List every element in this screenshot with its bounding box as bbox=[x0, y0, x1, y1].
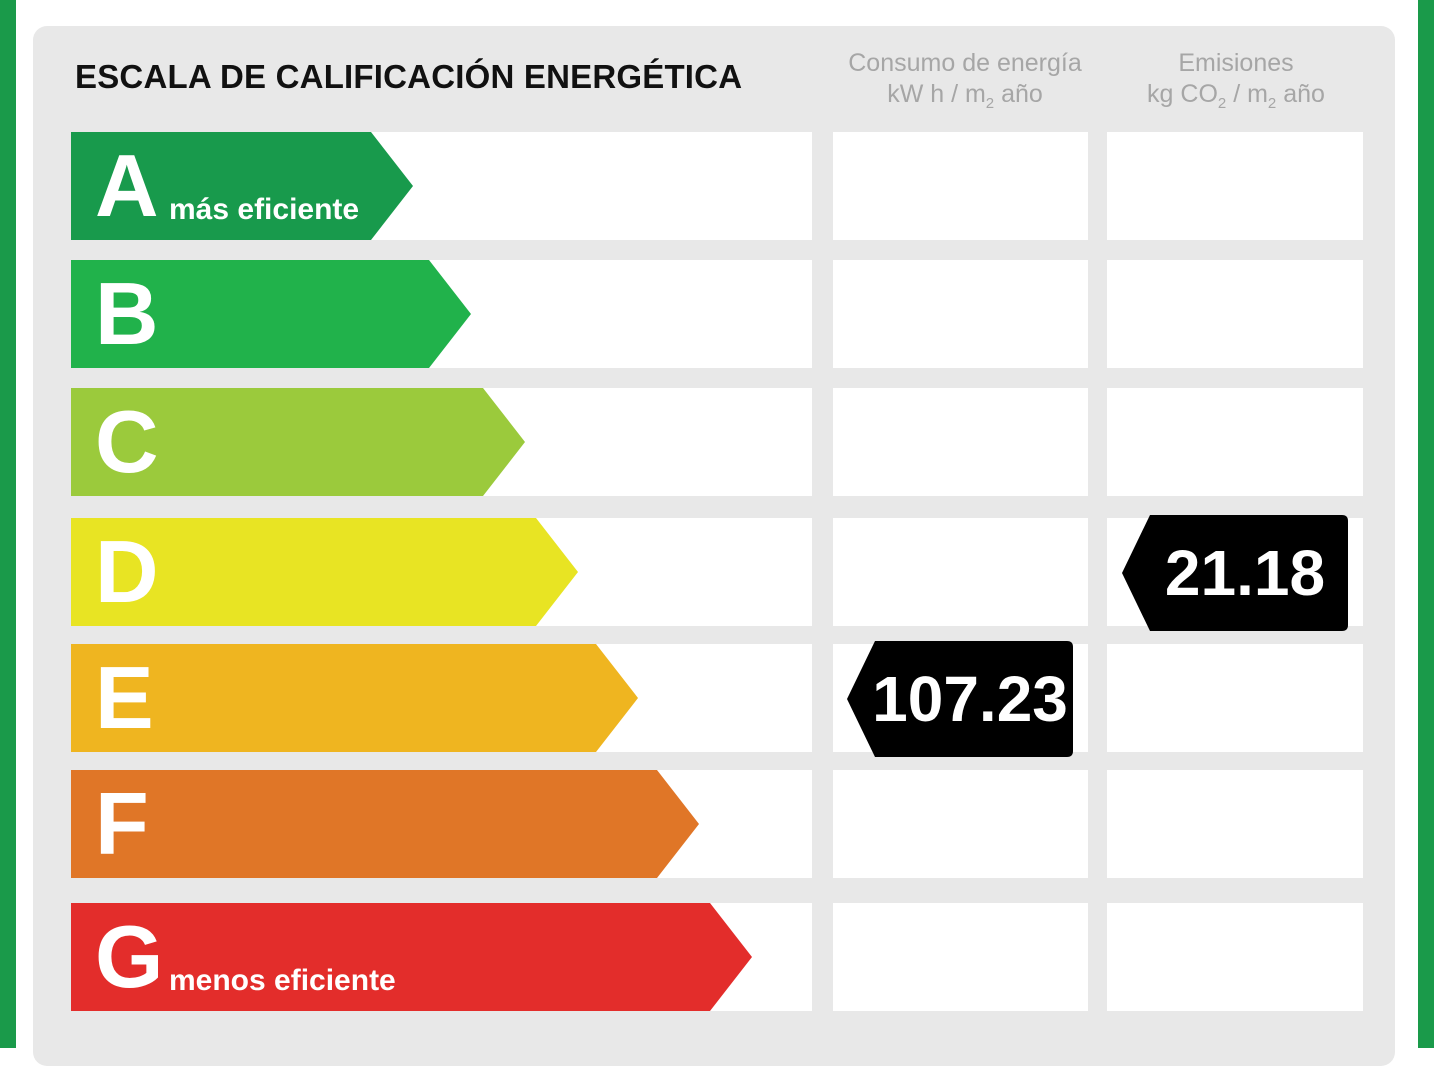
rating-arrow-c: C bbox=[71, 388, 525, 496]
rating-letter-f: F bbox=[95, 774, 149, 873]
rating-letter-b: B bbox=[95, 264, 159, 363]
energy-cell-c bbox=[833, 388, 1088, 496]
rating-arrow-shape-a bbox=[71, 132, 413, 240]
rating-arrow-d: D bbox=[71, 518, 578, 626]
rating-arrow-shape-c bbox=[71, 388, 525, 496]
energy-cell-f bbox=[833, 770, 1088, 878]
emissions-cell-f bbox=[1107, 770, 1363, 878]
energy-cell-a bbox=[833, 132, 1088, 240]
energy-cell-g bbox=[833, 903, 1088, 1011]
energy-column-name: Consumo de energía bbox=[848, 49, 1082, 77]
label-title: ESCALA DE CALIFICACIÓN ENERGÉTICA bbox=[75, 58, 743, 95]
rating-letter-g: G bbox=[95, 907, 164, 1006]
emissions-value-marker: 21.18 bbox=[1122, 515, 1348, 631]
right-border bbox=[1418, 0, 1434, 1048]
emissions-column-name: Emisiones bbox=[1178, 49, 1294, 77]
rating-note-g: menos eficiente bbox=[169, 964, 396, 997]
energy-cell-b bbox=[833, 260, 1088, 368]
energy-cell-d bbox=[833, 518, 1088, 626]
rating-arrow-shape-e bbox=[71, 644, 638, 752]
emissions-cell-a bbox=[1107, 132, 1363, 240]
emissions-column-header: Emisiones kg CO2 / m2 año bbox=[1106, 48, 1366, 112]
emissions-marker-shape bbox=[1122, 515, 1348, 631]
rating-arrow-shape-b bbox=[71, 260, 471, 368]
rating-letter-d: D bbox=[95, 522, 159, 621]
rating-note-a: más eficiente bbox=[169, 193, 360, 226]
rating-arrow-f: F bbox=[71, 770, 699, 878]
rating-arrow-e: E bbox=[71, 644, 638, 752]
rating-arrow-shape-d bbox=[71, 518, 578, 626]
energy-column-header: Consumo de energía kW h / m2 año bbox=[835, 48, 1095, 112]
rating-letter-c: C bbox=[95, 392, 159, 491]
emissions-cell-c bbox=[1107, 388, 1363, 496]
emissions-column-unit: kg CO2 / m2 año bbox=[1147, 80, 1325, 112]
emissions-value: 21.18 bbox=[1164, 537, 1326, 609]
left-border bbox=[0, 0, 16, 1048]
rating-arrow-shape-f bbox=[71, 770, 699, 878]
rating-letter-e: E bbox=[95, 648, 154, 747]
energy-value-marker: 107.23 bbox=[847, 641, 1073, 757]
rating-arrow-shape-g bbox=[71, 903, 752, 1011]
energy-value: 107.23 bbox=[872, 663, 1068, 735]
energy-column-unit: kW h / m2 año bbox=[887, 80, 1043, 112]
emissions-cell-g bbox=[1107, 903, 1363, 1011]
emissions-cell-b bbox=[1107, 260, 1363, 368]
rating-arrow-b: B bbox=[71, 260, 471, 368]
emissions-cell-e bbox=[1107, 644, 1363, 752]
energy-marker-shape bbox=[847, 641, 1073, 757]
rating-letter-a: A bbox=[95, 136, 159, 235]
